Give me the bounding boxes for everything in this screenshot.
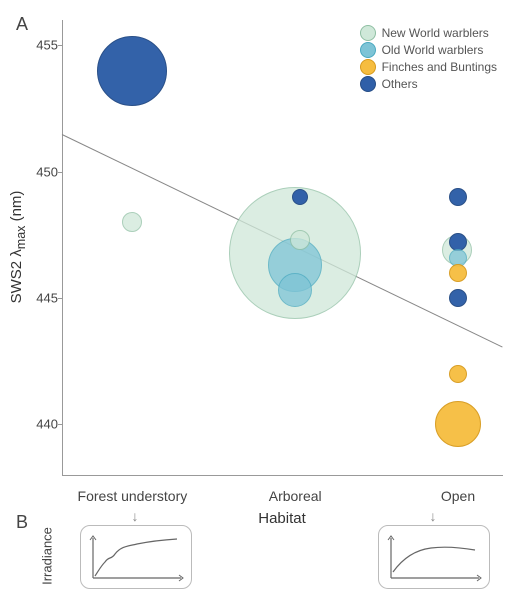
legend-item: Old World warblers — [360, 41, 497, 58]
irradiance-mini-plot — [378, 525, 490, 589]
data-point — [292, 189, 308, 205]
y-tick-label: 455 — [30, 38, 58, 53]
data-point — [122, 212, 142, 232]
figure: A B SWS2 λmax (nm) New World warblers Old… — [0, 0, 519, 599]
legend-label: Old World warblers — [382, 43, 484, 57]
legend-swatch — [360, 59, 376, 75]
y-tick-label: 445 — [30, 291, 58, 306]
legend-label: New World warblers — [382, 26, 489, 40]
data-point — [449, 289, 467, 307]
data-point — [290, 230, 310, 250]
legend-item: Others — [360, 75, 497, 92]
legend-swatch — [360, 42, 376, 58]
arrow-down-icon: ↓ — [430, 508, 437, 524]
y-axis-label: SWS2 λmax (nm) — [8, 191, 28, 304]
y-tick-mark — [58, 424, 63, 425]
y-tick-label: 440 — [30, 417, 58, 432]
arrow-down-icon: ↓ — [132, 508, 139, 524]
data-point — [97, 36, 167, 106]
legend: New World warblers Old World warblers Finc… — [360, 24, 497, 92]
data-point — [449, 188, 467, 206]
data-point — [435, 401, 481, 447]
y-tick-mark — [58, 45, 63, 46]
x-tick-label: Open — [441, 488, 475, 504]
panel-b-label: B — [16, 512, 28, 533]
irradiance-label: Irradiance — [40, 527, 55, 585]
x-tick-label: Arboreal — [269, 488, 322, 504]
irradiance-mini-plot — [80, 525, 192, 589]
legend-label: Others — [382, 77, 418, 91]
legend-label: Finches and Buntings — [382, 60, 497, 74]
legend-swatch — [360, 76, 376, 92]
data-point — [449, 365, 467, 383]
legend-swatch — [360, 25, 376, 41]
y-tick-mark — [58, 298, 63, 299]
data-point — [449, 264, 467, 282]
panel-a-label: A — [16, 14, 28, 35]
x-tick-label: Forest understory — [78, 488, 188, 504]
y-tick-label: 450 — [30, 164, 58, 179]
legend-item: Finches and Buntings — [360, 58, 497, 75]
x-axis-title: Habitat — [258, 510, 306, 527]
y-tick-mark — [58, 172, 63, 173]
legend-item: New World warblers — [360, 24, 497, 41]
data-point — [278, 273, 312, 307]
